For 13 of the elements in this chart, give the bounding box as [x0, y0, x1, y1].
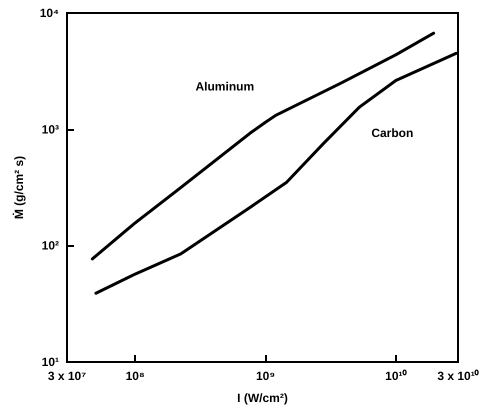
x-tick-label: 10⁹ — [256, 369, 276, 383]
y-axis-title: Ṁ (g/cm² s) — [12, 156, 26, 220]
text: Aluminum — [195, 79, 254, 94]
x-tick-label: 10⁸ — [126, 369, 145, 383]
x-tick-label: 3 x 10¹⁰ — [437, 369, 480, 383]
x-tick-label: 3 x 10⁷ — [48, 369, 86, 383]
x-axis-title: I (W/cm²) — [237, 391, 288, 405]
y-tick-label: 10¹ — [42, 355, 60, 369]
y-tick-label: 10³ — [42, 122, 60, 136]
x-tick-label: 10¹⁰ — [385, 369, 408, 383]
y-tick-label: 10² — [42, 238, 60, 253]
y-tick-label: 10⁴ — [40, 6, 60, 20]
series-label: Carbon — [371, 126, 414, 140]
